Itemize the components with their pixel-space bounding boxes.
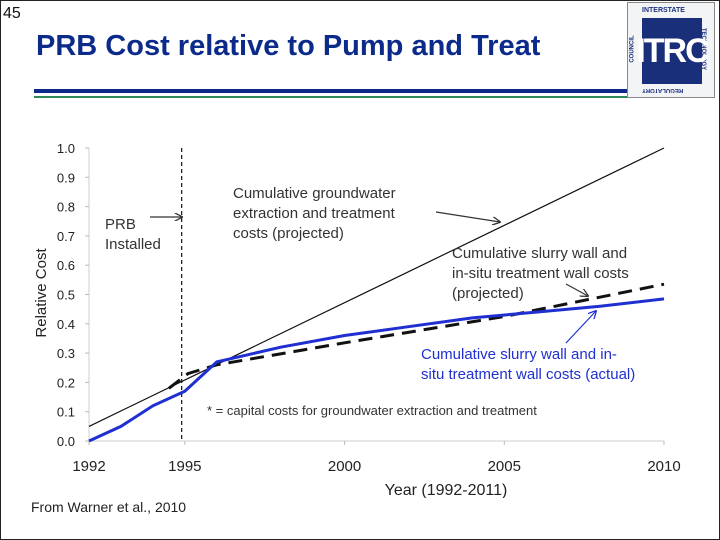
y-tick-label: 0.4 [57, 317, 75, 332]
logo-text-top: INTERSTATE [642, 7, 685, 14]
annotation-prb: PRB Installed [105, 216, 182, 253]
x-tick-label: 2000 [328, 458, 361, 475]
y-tick-label: 0.0 [57, 434, 75, 449]
itrc-logo: INTERSTATE COUNCIL TECHNOLOGY REGULATORY… [627, 2, 715, 98]
y-tick-label: 0.6 [57, 258, 75, 273]
x-axis-label: Year (1992-2011) [385, 482, 508, 498]
x-tick-label: 2005 [488, 458, 521, 475]
y-tick-label: 0.3 [57, 346, 75, 361]
annotation-prb-line1: PRB [105, 216, 136, 233]
logo-text-left: COUNCIL [629, 35, 636, 63]
source-citation: From Warner et al., 2010 [31, 499, 187, 515]
y-tick-label: 0.8 [57, 200, 75, 215]
axes: 0.0 0.1 0.2 0.3 0.4 0.5 0.6 0.7 0.8 0.9 1.0 1992 199… [57, 141, 681, 475]
annotation-act-line2: situ treatment wall costs (actual) [421, 366, 635, 383]
annotation-gw-line3: costs (projected) [233, 225, 344, 242]
y-tick-label: 0.9 [57, 170, 75, 185]
annotation-gw-arrow [435, 211, 500, 222]
title-rule-green [34, 96, 628, 98]
y-tick-label: 0.1 [57, 405, 75, 420]
title-rule-blue [34, 89, 628, 93]
x-tick-label: 1992 [72, 458, 105, 475]
annotation-prb-line2: Installed [105, 236, 161, 253]
annotation-act-arrow [565, 311, 596, 344]
y-tick-label: 1.0 [57, 141, 75, 156]
y-axis-label: Relative Cost [33, 248, 50, 338]
series [88, 147, 665, 443]
annotation-proj-arrow [565, 283, 588, 296]
y-tick-label: 0.5 [57, 288, 75, 303]
annotation-proj-line3: (projected) [452, 285, 524, 302]
series-wall-projected [167, 282, 665, 390]
x-tick-label: 2010 [647, 458, 680, 475]
logo-text-bottom: REGULATORY [642, 87, 684, 93]
y-tick-label: 0.2 [57, 375, 75, 390]
series-groundwater-projected [88, 147, 665, 427]
x-tick-label: 1995 [168, 458, 201, 475]
annotation-actual: Cumulative slurry wall and in- situ trea… [421, 311, 635, 383]
slide-number: 45 [3, 5, 21, 22]
annotation-gw-line2: extraction and treatment [233, 205, 396, 222]
logo-mark: ITRC [636, 18, 710, 84]
series-wall-actual [88, 297, 665, 443]
annotation-gw-line1: Cumulative groundwater [233, 185, 396, 202]
annotation-proj-line2: in-situ treatment wall costs [452, 265, 629, 282]
annotation-act-line1: Cumulative slurry wall and in- [421, 346, 617, 363]
annotation-groundwater: Cumulative groundwater extraction and tr… [233, 185, 500, 242]
cost-chart: 0.0 0.1 0.2 0.3 0.4 0.5 0.6 0.7 0.8 0.9 1.0 1992 199… [33, 141, 681, 498]
slide-title: PRB Cost relative to Pump and Treat [36, 30, 541, 62]
annotation-footnote: * = capital costs for groundwater extrac… [207, 403, 537, 418]
annotation-proj-line1: Cumulative slurry wall and [452, 245, 627, 262]
annotation-projected: Cumulative slurry wall and in-situ treat… [452, 245, 629, 302]
y-tick-label: 0.7 [57, 229, 75, 244]
